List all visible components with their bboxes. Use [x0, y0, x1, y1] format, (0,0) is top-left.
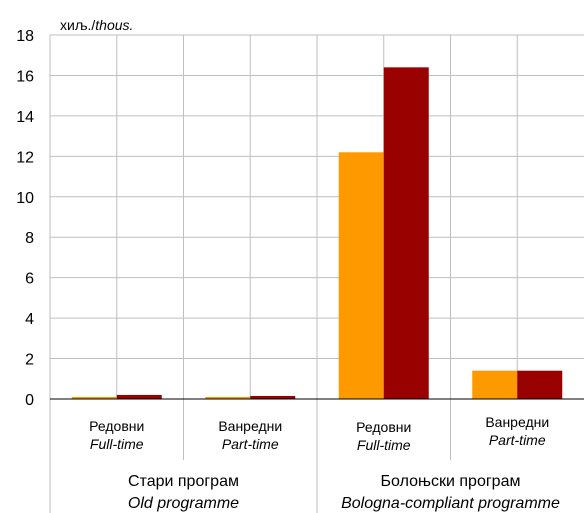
bar-series2 [517, 370, 563, 399]
gridlines [49, 34, 584, 513]
bar-series1 [338, 152, 384, 399]
bar-series2 [116, 394, 162, 399]
category-sublabel: Full-time [90, 436, 144, 452]
group-label: Болоњски програм [381, 473, 521, 490]
group-sublabel: Old programme [128, 495, 239, 512]
y-tick-label: 6 [25, 271, 34, 288]
bar-series1 [205, 396, 251, 399]
y-tick-label: 12 [16, 149, 34, 166]
category-label: Редовни [89, 418, 144, 434]
y-tick-label: 10 [16, 190, 34, 207]
group-sublabel: Bologna-compliant programme [341, 495, 560, 512]
bar-series2 [383, 67, 429, 399]
category-labels: Редовни Full-time Ванредни Part-time Редовни… [89, 414, 549, 453]
category-sublabel: Full-time [357, 437, 411, 453]
category-sublabel: Part-time [489, 432, 546, 448]
group-label: Стари програм [128, 473, 239, 490]
y-tick-label: 0 [25, 392, 34, 409]
y-tick-label: 2 [25, 352, 34, 369]
category-label: Ванредни [218, 418, 282, 434]
y-tick-label: 14 [16, 109, 34, 126]
group-labels: Стари програм Old programme Болоњски прогр… [128, 473, 560, 512]
category-sublabel: Part-time [222, 436, 279, 452]
category-label: Ванредни [485, 414, 549, 430]
y-tick-label: 8 [25, 230, 34, 247]
category-label: Редовни [356, 419, 411, 435]
bars [71, 67, 563, 399]
y-tick-label: 16 [16, 68, 34, 85]
bar-series1 [472, 370, 518, 399]
y-tick-label: 18 [16, 28, 34, 45]
y-tick-label: 4 [25, 311, 34, 328]
bar-series1 [71, 396, 117, 399]
y-axis-ticks: 0 2 4 6 8 10 12 14 16 18 [16, 28, 34, 409]
bar-series2 [250, 395, 296, 399]
y-axis-unit-label: хиљ./thous. [60, 17, 133, 33]
